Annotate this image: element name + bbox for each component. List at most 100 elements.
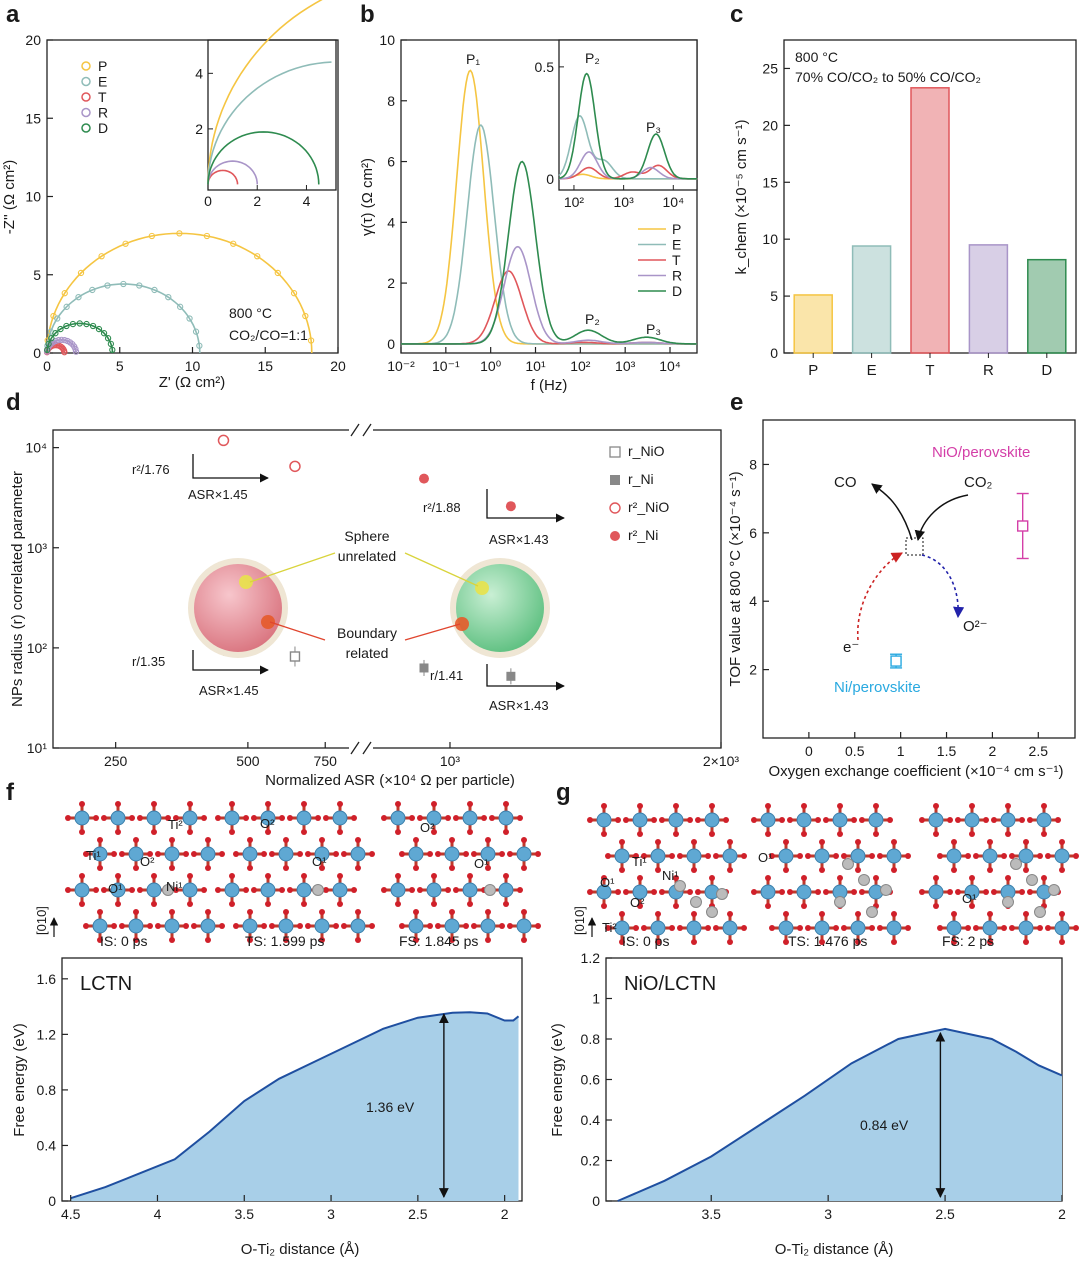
g-struct-oxygen-atom: [887, 817, 893, 823]
f-struct-oxygen-atom: [417, 815, 423, 821]
g-struct-atom-label: O¹: [962, 891, 977, 906]
f-struct-oxygen-atom: [471, 851, 477, 857]
g-struct-oxygen-atom: [677, 853, 683, 859]
f-struct-oxygen-atom: [463, 851, 469, 857]
panel-e-label-ni: Ni/perovskite: [834, 679, 921, 696]
g-struct-oxygen-atom: [987, 867, 993, 873]
panel-a-point-D: [63, 322, 70, 330]
panel-d-mid-sphere: Sphere: [344, 528, 389, 544]
f-struct-oxygen-atom: [521, 837, 527, 843]
g-struct-oxygen-atom: [1005, 831, 1011, 837]
panel-g-letter: g: [556, 779, 571, 806]
panel-d-ann-a7: r/1.41: [430, 668, 463, 683]
panel-d: d 250 500 750 10³ 2×10³ 10¹ 10² 10³ 10⁴ Normaliz…: [6, 389, 739, 789]
g-struct-atom-label: O¹: [758, 850, 773, 865]
panel-a-xtick-label: 0: [43, 358, 51, 374]
panel-g-barrier: 0.84 eV: [860, 1117, 909, 1133]
f-struct-oxygen-atom: [435, 923, 441, 929]
g-struct-ti-atom: [928, 812, 944, 828]
panel-c-bar-E: [851, 245, 892, 354]
g-struct-oxygen-atom: [709, 803, 715, 809]
f-struct-oxygen-atom: [115, 901, 121, 907]
f-struct-oxygen-atom: [333, 851, 339, 857]
panel-e-ytick-label: 8: [749, 456, 757, 472]
f-struct-oxygen-atom: [431, 873, 437, 879]
g-struct-oxygen-atom: [605, 853, 611, 859]
f-struct-oxygen-atom: [187, 801, 193, 807]
f-struct-oxygen-atom: [119, 923, 125, 929]
f-struct-oxygen-atom: [453, 887, 459, 893]
g-struct-ti-atom: [850, 920, 866, 936]
g-struct-ti-atom: [886, 848, 902, 864]
f-struct-oxygen-atom: [229, 801, 235, 807]
g-struct-oxygen-atom: [855, 939, 861, 945]
f-struct-ti-atom: [408, 918, 424, 934]
panel-f-ticks: 4.5 4 3.5 3 2.5 2 0 0.4 0.8 1.2 1.6: [37, 971, 509, 1222]
g-struct-ti-atom: [632, 884, 648, 900]
f-struct-oxygen-atom: [449, 937, 455, 943]
g-struct-oxygen-atom: [833, 853, 839, 859]
f-struct-oxygen-atom: [283, 937, 289, 943]
g-struct-oxygen-atom: [951, 939, 957, 945]
f-struct-oxygen-atom: [79, 829, 85, 835]
panel-e-xtick-label: 0: [805, 743, 813, 759]
panel-a-point-P: [230, 240, 237, 247]
g-struct-ti-atom: [596, 812, 612, 828]
f-struct-oxygen-atom: [269, 851, 275, 857]
panel-d-ann-a5: r/1.35: [132, 654, 165, 669]
f-struct-oxygen-atom: [467, 901, 473, 907]
f-struct-ti-atom: [480, 918, 496, 934]
f-struct-oxygen-atom: [535, 851, 541, 857]
panel-a-point-R: [55, 336, 62, 344]
f-struct-oxygen-atom: [435, 851, 441, 857]
panel-e-points: [890, 492, 1029, 669]
f-struct-ti-atom: [74, 882, 90, 898]
g-struct-oxygen-atom: [805, 925, 811, 931]
f-struct-oxygen-atom: [485, 837, 491, 843]
panel-c-bar-R: [968, 244, 1009, 354]
f-struct-oxygen-atom: [517, 815, 523, 821]
panel-e-xlabel: Oxygen exchange coefficient (×10⁻⁴ cm s⁻…: [768, 763, 1063, 780]
panel-a-inset-fit-R: [207, 160, 258, 185]
panel-d-ytick-label: 10²: [27, 640, 48, 656]
g-struct-oxygen-atom: [819, 839, 825, 845]
panel-d-xlabel: Normalized ASR (×10⁴ Ω per particle): [265, 772, 515, 789]
f-struct-oxygen-atom: [243, 815, 249, 821]
f-struct-oxygen-atom: [187, 901, 193, 907]
g-struct-atom-label: Ti²: [602, 920, 617, 935]
g-struct-ti-atom: [686, 920, 702, 936]
panel-a-point-P: [176, 230, 183, 237]
f-struct-oxygen-atom: [165, 815, 171, 821]
g-struct-oxygen-atom: [691, 939, 697, 945]
panel-a-point-D: [48, 335, 55, 342]
f-struct-oxygen-atom: [247, 837, 253, 843]
panel-d-legend-marker-r-nio: [609, 446, 621, 458]
f-struct-ti-atom: [242, 846, 258, 862]
panel-d-legend-label: r²_NiO: [628, 499, 669, 515]
f-struct-ti-atom: [242, 918, 258, 934]
panel-f-snap-ts: TS: 1.599 ps: [245, 933, 324, 949]
g-struct-ti-atom: [886, 920, 902, 936]
g-struct-ni-atom: [1010, 858, 1022, 870]
g-struct-oxygen-atom: [1073, 853, 1079, 859]
g-struct-oxygen-atom: [1045, 853, 1051, 859]
g-struct-oxygen-atom: [687, 817, 693, 823]
f-struct-oxygen-atom: [355, 865, 361, 871]
panel-a-point-P: [307, 337, 315, 344]
panel-b-ytick-label: 2: [387, 275, 395, 291]
panel-g-xtick-label: 2: [1058, 1206, 1066, 1222]
panel-f-ytick-label: 1.6: [37, 971, 57, 987]
f-struct-oxygen-atom: [337, 829, 343, 835]
g-struct-oxygen-atom: [1059, 911, 1065, 917]
panel-g-snap-ts: TS: 1.476 ps: [788, 933, 867, 949]
g-struct-oxygen-atom: [741, 853, 747, 859]
panel-b-ytick-label: 4: [387, 214, 395, 230]
g-struct-oxygen-atom: [601, 875, 607, 881]
panel-f-ytick-label: 0: [48, 1193, 56, 1209]
panel-a-fit-E: [46, 283, 201, 354]
f-struct-oxygen-atom: [169, 865, 175, 871]
g-struct-oxygen-atom: [601, 803, 607, 809]
g-struct-oxygen-atom: [933, 831, 939, 837]
